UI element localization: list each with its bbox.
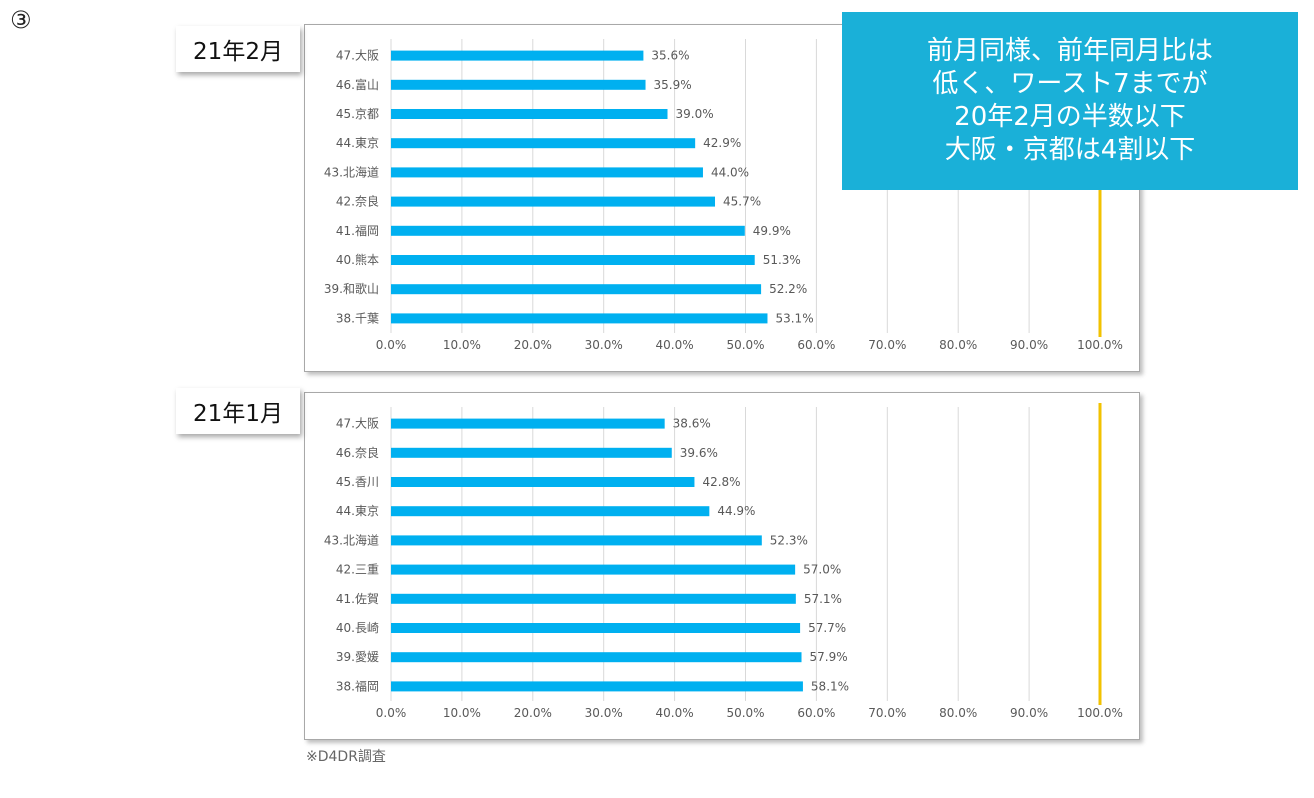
category-label: 45.京都	[336, 107, 379, 121]
category-label: 42.奈良	[336, 194, 379, 209]
x-tick-label: 90.0%	[1010, 338, 1048, 352]
x-tick-label: 60.0%	[797, 706, 835, 720]
category-label: 38.千葉	[336, 311, 379, 325]
category-label: 46.奈良	[336, 445, 379, 460]
x-tick-label: 100.0%	[1077, 706, 1123, 720]
data-label: 57.1%	[804, 592, 842, 606]
bar	[391, 681, 803, 692]
bar	[391, 593, 796, 604]
data-label: 57.0%	[803, 563, 841, 577]
x-tick-label: 40.0%	[656, 706, 694, 720]
bar	[391, 255, 755, 265]
bar	[391, 225, 745, 236]
callout-box: 前月同様、前年同月比は 低く、ワースト7までが 20年2月の半数以下 大阪・京都…	[842, 12, 1298, 190]
data-label: 39.6%	[680, 446, 718, 460]
source-note: ※D4DR調査	[306, 749, 386, 765]
bar	[391, 418, 665, 429]
callout-line: 大阪・京都は4割以下	[944, 135, 1196, 165]
callout-line: 20年2月の半数以下	[954, 102, 1186, 132]
data-label: 45.7%	[723, 195, 761, 209]
category-label: 43.北海道	[324, 532, 379, 547]
x-tick-label: 30.0%	[585, 706, 623, 720]
data-label: 35.9%	[654, 78, 692, 92]
category-label: 39.和歌山	[324, 281, 379, 296]
slide-number: ③	[10, 6, 32, 34]
bar	[391, 477, 695, 487]
bar	[391, 447, 672, 458]
bar	[391, 138, 696, 149]
bar	[391, 284, 762, 295]
x-tick-label: 100.0%	[1077, 338, 1123, 352]
period-label-jan: 21年1月	[176, 388, 300, 434]
data-label: 42.8%	[702, 475, 740, 489]
data-label: 58.1%	[811, 679, 849, 693]
category-label: 43.北海道	[324, 164, 379, 179]
x-tick-label: 60.0%	[797, 338, 835, 352]
x-tick-label: 10.0%	[443, 338, 481, 352]
bar	[391, 564, 796, 575]
bar	[391, 506, 710, 517]
bar	[391, 652, 802, 663]
data-label: 57.7%	[808, 621, 846, 635]
data-label: 42.9%	[703, 136, 741, 150]
category-label: 44.東京	[336, 504, 379, 518]
bar	[391, 167, 703, 178]
data-label: 35.6%	[651, 49, 689, 63]
period-label-feb: 21年2月	[176, 26, 300, 72]
category-label: 40.長崎	[336, 621, 379, 635]
x-tick-label: 20.0%	[514, 338, 552, 352]
category-label: 39.愛媛	[336, 650, 379, 664]
data-label: 52.2%	[769, 282, 807, 296]
x-tick-label: 80.0%	[939, 338, 977, 352]
category-label: 44.東京	[336, 136, 379, 150]
x-tick-label: 70.0%	[868, 706, 906, 720]
bar	[391, 109, 668, 119]
chart-jan-svg: 0.0% 10.0% 20.0% 30.0% 40.0% 50.0% 60.0% 70.0% 8…	[324, 403, 1123, 720]
x-tick-label: 10.0%	[443, 706, 481, 720]
data-label: 51.3%	[763, 253, 801, 267]
x-tick-label: 70.0%	[868, 338, 906, 352]
data-label: 44.0%	[711, 165, 749, 179]
category-label: 42.三重	[336, 563, 379, 577]
category-label: 38.福岡	[336, 678, 379, 693]
chart-feb-svg: 0.0% 10.0% 20.0% 30.0% 40.0% 50.0% 60.0% 70.0% 8…	[324, 35, 1123, 352]
x-tick-label: 50.0%	[726, 338, 764, 352]
bar	[391, 535, 762, 546]
data-label: 49.9%	[753, 224, 791, 238]
x-tick-label: 80.0%	[939, 706, 977, 720]
data-label: 57.9%	[810, 650, 848, 664]
x-tick-label: 20.0%	[514, 706, 552, 720]
x-tick-label: 50.0%	[726, 706, 764, 720]
bar	[391, 623, 801, 633]
x-tick-label: 40.0%	[656, 338, 694, 352]
callout-line: 低く、ワースト7までが	[932, 69, 1208, 99]
bar	[391, 196, 716, 207]
data-label: 38.6%	[673, 417, 711, 431]
category-label: 45.香川	[336, 475, 379, 489]
bar	[391, 79, 646, 90]
data-label: 53.1%	[775, 311, 813, 325]
bar	[391, 313, 768, 324]
x-tick-label: 0.0%	[376, 338, 407, 352]
category-label: 41.佐賀	[336, 592, 379, 606]
category-label: 47.大阪	[336, 49, 379, 63]
callout-line: 前月同様、前年同月比は	[926, 36, 1213, 66]
x-tick-label: 30.0%	[585, 338, 623, 352]
bar	[391, 50, 644, 61]
category-label: 47.大阪	[336, 417, 379, 431]
x-tick-label: 90.0%	[1010, 706, 1048, 720]
category-label: 41.福岡	[336, 223, 379, 238]
data-label: 44.9%	[717, 504, 755, 518]
x-tick-label: 0.0%	[376, 706, 407, 720]
data-label: 39.0%	[676, 107, 714, 121]
chart-jan-2021: 0.0% 10.0% 20.0% 30.0% 40.0% 50.0% 60.0% 70.0% 8…	[304, 392, 1140, 740]
category-label: 46.富山	[336, 77, 379, 92]
data-label: 52.3%	[770, 533, 808, 547]
category-label: 40.熊本	[336, 252, 379, 267]
